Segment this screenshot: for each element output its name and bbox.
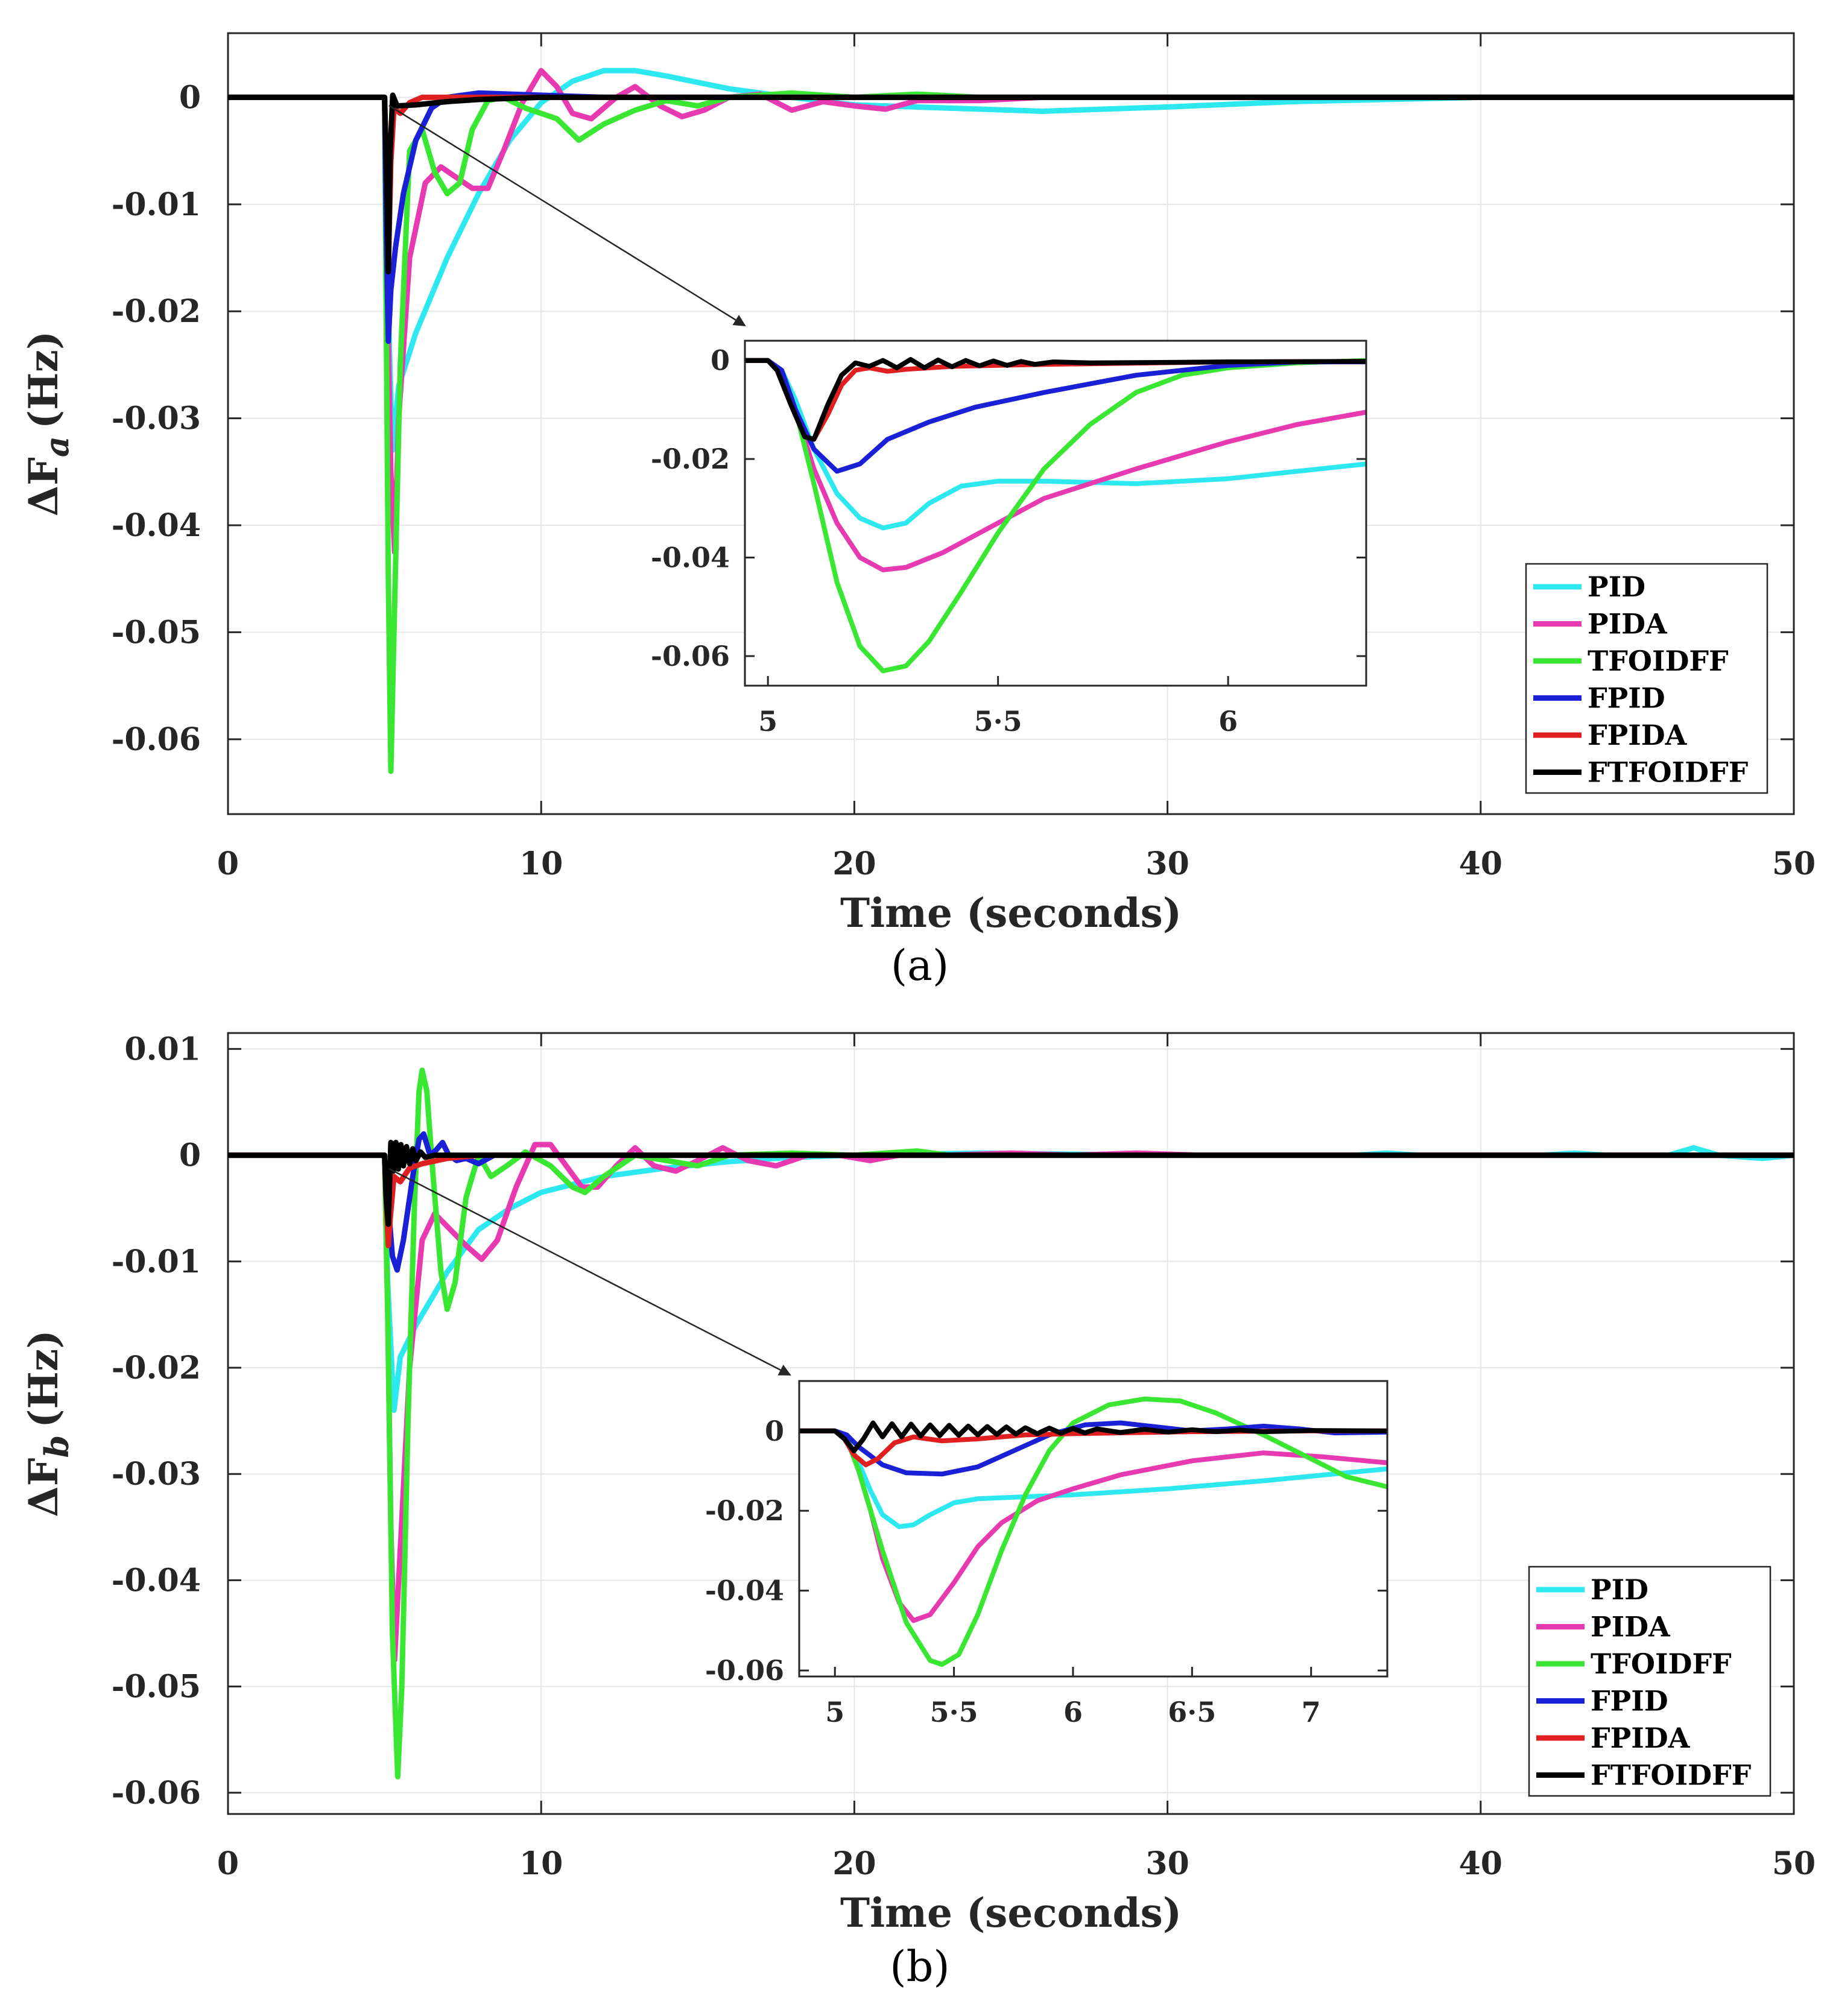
y-tick-label: -0.05 [112, 1669, 201, 1705]
inset-b: 5 5·5 6 6·5 7 0 -0.02 -0.04 -0.06 [705, 1380, 1388, 1728]
x-tick-label: 0 [217, 845, 239, 882]
y-tick-label: -0.05 [112, 614, 201, 651]
y-axis-title-sub: a [37, 436, 76, 457]
x-tick-label: 30 [1145, 1845, 1189, 1882]
legend: PID PIDA TFOIDFF FPID FPIDA FTFOIDFF [1528, 1566, 1772, 1797]
inset-x-tick-label: 6 [1063, 1696, 1083, 1728]
series-line-fpid [745, 358, 1366, 474]
legend-label-fpid: FPID [1591, 1685, 1668, 1717]
zoom-arrow [388, 104, 746, 327]
y-axis-title: ΔFa (Hz) [20, 331, 76, 516]
legend-label-tfoidff: TFOIDFF [1591, 1648, 1732, 1680]
inset-x-tick-label: 6 [1218, 705, 1238, 738]
inset-x-tick-label: 5 [825, 1696, 844, 1728]
y-tick-label: 0 [179, 79, 201, 116]
panel-label: (a) [891, 941, 949, 990]
y-tick-label: 0.01 [124, 1031, 201, 1067]
inset-y-tick-label: -0.06 [705, 1654, 784, 1687]
series-line-ftfoidff [745, 357, 1366, 442]
y-tick-label: -0.06 [112, 721, 201, 758]
y-axis-title-sub: b [37, 1435, 76, 1458]
inset-frame [744, 340, 1367, 687]
zoom-arrow [388, 1168, 791, 1376]
legend-label-fpida: FPIDA [1588, 719, 1688, 751]
x-tick-label: 10 [519, 845, 563, 882]
legend-label-ftfoidff: FTFOIDFF [1588, 756, 1749, 789]
legend-label-fpid: FPID [1588, 682, 1665, 715]
series-line-pid [228, 1145, 1794, 1413]
inset-x-tick-label: 5 [758, 705, 777, 738]
series-line-ftfoidff [228, 1140, 1794, 1227]
series-group [228, 1067, 1794, 1780]
y-tick-label: -0.01 [112, 186, 201, 223]
inset-background [745, 341, 1366, 686]
panel-a: 0 10 20 30 40 500-0.01-0.02-0.03-0.04-0.05-0.… [20, 32, 1816, 990]
y-axis-title-main: ΔF [20, 457, 67, 516]
inset-y-tick-label: -0.06 [651, 640, 730, 672]
legend-box [1525, 563, 1768, 794]
series-line-ftfoidff [799, 1420, 1387, 1453]
legend-label-fpida: FPIDA [1591, 1722, 1691, 1754]
y-axis-title-main: ΔF [20, 1458, 67, 1517]
panel-b: 0 10 20 30 40 500.010-0.01-0.02-0.03-0.04-0.0… [20, 1031, 1816, 1991]
y-tick-label: -0.03 [112, 1456, 201, 1493]
plot-frame [227, 1032, 1795, 1815]
inset-x-tick-label: 5·5 [930, 1696, 978, 1728]
panel-label: (b) [890, 1942, 949, 1991]
x-tick-label: 50 [1772, 1845, 1816, 1882]
legend-label-pida: PIDA [1588, 608, 1668, 640]
y-tick-label: -0.04 [112, 507, 201, 544]
series-line-fpid [228, 90, 1794, 344]
inset-y-tick-label: 0 [765, 1415, 784, 1447]
inset-x-tick-label: 7 [1302, 1696, 1321, 1728]
x-tick-label: 10 [519, 1845, 563, 1882]
inset-y-tick-label: -0.04 [651, 542, 730, 574]
y-tick-label: -0.06 [112, 1775, 201, 1812]
series-line-tfoidff [799, 1396, 1387, 1667]
series-group [228, 68, 1794, 774]
y-axis-title: ΔFb (Hz) [20, 1330, 76, 1517]
legend-label-pid: PID [1588, 570, 1645, 603]
inset-y-tick-label: -0.04 [705, 1575, 784, 1607]
x-tick-label: 20 [832, 845, 876, 882]
legend-label-pida: PIDA [1591, 1611, 1671, 1643]
y-tick-label: -0.03 [112, 400, 201, 437]
inset-y-tick-label: -0.02 [705, 1494, 784, 1527]
legend: PID PIDA TFOIDFF FPID FPIDA FTFOIDFF [1525, 563, 1768, 794]
x-tick-label: 20 [832, 1845, 876, 1882]
legend-label-ftfoidff: FTFOIDFF [1591, 1759, 1752, 1792]
y-tick-label: -0.04 [112, 1562, 201, 1599]
plot-frame [227, 32, 1795, 815]
x-tick-label: 50 [1772, 845, 1816, 882]
inset-series-group [799, 1396, 1387, 1667]
y-tick-label: -0.02 [112, 1350, 201, 1386]
y-tick-label: -0.01 [112, 1243, 201, 1280]
inset-x-tick-label: 6·5 [1168, 1696, 1216, 1728]
x-axis-title: Time (seconds) [840, 890, 1182, 937]
x-tick-label: 40 [1459, 845, 1502, 882]
x-tick-label: 0 [217, 1845, 239, 1882]
y-tick-label: 0 [179, 1137, 201, 1174]
y-axis-title-unit: (Hz) [20, 331, 67, 429]
legend-box [1528, 1566, 1772, 1797]
legend-label-tfoidff: TFOIDFF [1588, 645, 1729, 677]
inset-frame [798, 1380, 1388, 1678]
inset-series-group [745, 357, 1366, 674]
x-axis-title: Time (seconds) [840, 1889, 1182, 1936]
series-line-ftfoidff [228, 92, 1794, 275]
inset-x-tick-label: 5·5 [974, 705, 1022, 738]
inset-y-tick-label: 0 [711, 344, 730, 377]
x-tick-label: 30 [1145, 845, 1189, 882]
inset-a: 5 5·5 6 0 -0.02 -0.04 -0.06 [651, 340, 1367, 738]
legend-label-pid: PID [1591, 1573, 1648, 1606]
inset-y-tick-label: -0.02 [651, 443, 730, 475]
x-tick-label: 40 [1459, 1845, 1502, 1882]
y-axis-title-unit: (Hz) [20, 1330, 67, 1427]
y-tick-label: -0.02 [112, 293, 201, 330]
